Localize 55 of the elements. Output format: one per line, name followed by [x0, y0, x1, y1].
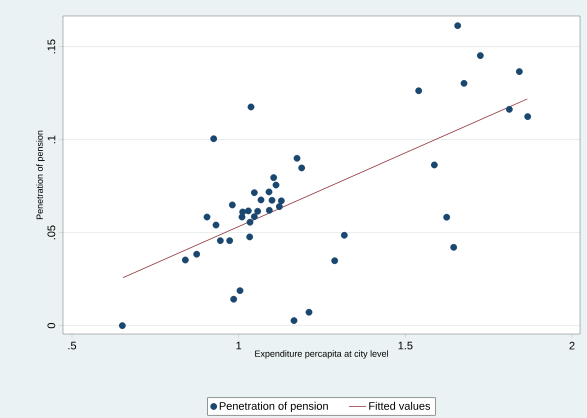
point	[248, 104, 254, 110]
x-tick-label: 1	[236, 342, 242, 350]
point	[430, 162, 438, 168]
point	[290, 317, 298, 324]
point	[454, 22, 462, 30]
point	[254, 208, 262, 215]
x-axis-title: Expenditure percapita at city level	[255, 350, 388, 359]
point	[270, 174, 278, 182]
point	[226, 237, 234, 244]
point	[272, 182, 280, 188]
point	[228, 202, 236, 208]
point	[298, 164, 306, 172]
point	[306, 308, 312, 316]
point	[244, 207, 252, 214]
point	[331, 257, 338, 264]
point	[210, 135, 218, 142]
point	[450, 244, 458, 251]
y-tick-label: .15	[48, 40, 56, 54]
point	[294, 154, 300, 162]
point	[276, 203, 283, 210]
point	[193, 250, 200, 258]
point	[250, 213, 258, 220]
x-tick-label: 2	[570, 342, 575, 350]
point	[524, 113, 532, 120]
y-tick-label: .05	[47, 226, 56, 240]
point	[204, 214, 210, 220]
point	[212, 222, 220, 228]
point	[236, 287, 244, 294]
point	[238, 214, 246, 220]
x-tick-label: .5	[68, 342, 76, 350]
point	[216, 237, 224, 244]
y-axis-title: Penetration of pension	[36, 130, 45, 220]
point	[340, 232, 348, 239]
point	[246, 234, 254, 240]
point	[230, 296, 238, 303]
point	[266, 206, 273, 214]
point	[182, 256, 189, 264]
point	[415, 87, 422, 94]
point	[258, 196, 264, 204]
y-tick-label: .1	[48, 136, 56, 144]
legend-label: Penetration of pension	[220, 402, 328, 412]
point	[516, 68, 523, 75]
point	[268, 196, 276, 204]
point	[278, 197, 285, 204]
point	[118, 322, 126, 330]
point	[506, 106, 513, 113]
point	[250, 189, 258, 196]
x-tick-label: 1.5	[398, 342, 412, 350]
y-tick-label: 0	[47, 323, 56, 328]
point	[443, 214, 450, 221]
point	[246, 218, 254, 226]
point	[476, 52, 484, 60]
point	[266, 188, 272, 196]
legend-label: Fitted values	[369, 402, 430, 410]
point	[460, 80, 468, 87]
